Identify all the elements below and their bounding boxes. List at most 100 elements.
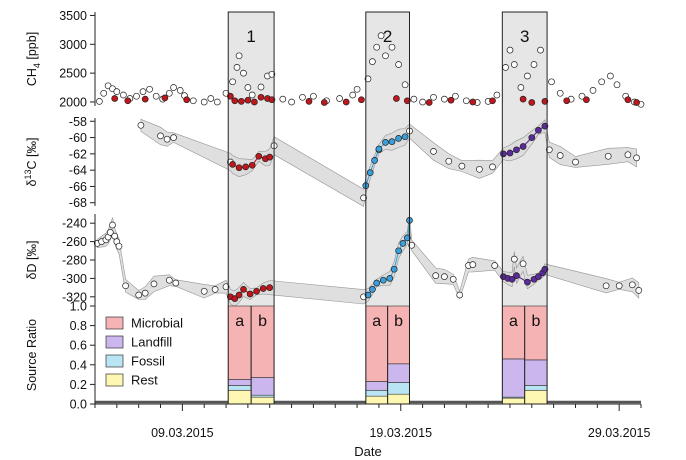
data-point-background: [369, 58, 376, 65]
data-point-background: [170, 134, 177, 141]
data-point-microbial: [229, 161, 236, 168]
y-tick-label: -68: [69, 196, 87, 210]
data-point-landfill: [513, 146, 520, 154]
data-point-background: [288, 98, 295, 106]
data-point-background: [506, 46, 514, 54]
data-point-fossil: [382, 139, 389, 146]
y-tick-label: -260: [62, 235, 87, 249]
data-point-fossil: [390, 265, 398, 273]
data-point-microbial: [563, 97, 571, 105]
data-point-fossil: [375, 145, 383, 153]
data-point-fossil: [379, 276, 387, 284]
data-point-fossil: [366, 169, 374, 176]
y-tick-label: 0.2: [70, 378, 87, 392]
data-point-microbial: [393, 95, 400, 102]
data-point-background: [109, 221, 116, 229]
data-point-background: [502, 64, 509, 71]
data-point-background: [510, 61, 518, 68]
data-point-background: [120, 91, 127, 99]
data-point-background: [176, 87, 184, 94]
data-point-microbial: [111, 95, 119, 102]
ratio-bar-sublabel: b: [394, 313, 403, 330]
y-tick-label: 1.0: [70, 300, 87, 314]
legend-swatch-landfill: [105, 335, 124, 349]
ratio-bar-rest-3b: [524, 389, 548, 405]
data-point-background: [578, 92, 586, 100]
y-tick-label: -300: [62, 272, 87, 286]
ratio-bar-fossil-2a: [365, 389, 388, 397]
data-point-landfill: [535, 126, 542, 134]
data-point-background: [458, 162, 466, 170]
data-points: [93, 32, 645, 302]
data-point-microbial: [251, 98, 258, 106]
event-windows: 1 2 3: [228, 12, 548, 306]
data-point-background: [170, 84, 177, 91]
data-point-background: [96, 98, 103, 105]
data-point-microbial: [248, 161, 256, 169]
data-point-microbial: [519, 95, 527, 103]
data-point-landfill: [528, 134, 536, 141]
data-point-background: [299, 93, 306, 101]
data-point-background: [137, 121, 145, 129]
data-point-background: [382, 52, 389, 60]
data-point-background: [146, 85, 153, 93]
data-point-background: [556, 89, 564, 97]
data-point-microbial: [528, 99, 536, 106]
data-point-background: [419, 98, 426, 106]
data-point-fossil: [401, 133, 409, 141]
x-tick-label: 29.03.2015: [588, 426, 651, 440]
data-point-background: [122, 282, 129, 290]
ratio-bar-rest-1a: [227, 389, 252, 405]
data-point-landfill: [535, 273, 542, 280]
ratio-bar-fossil-2b: [387, 382, 410, 395]
y-tick-label: 3500: [59, 9, 87, 23]
data-point-microbial: [447, 96, 455, 104]
data-point-background: [545, 146, 553, 154]
y-tick-label: -240: [62, 217, 87, 231]
data-point-background: [476, 165, 483, 173]
data-point-landfill: [506, 149, 514, 157]
data-point-microbial: [268, 96, 276, 104]
data-point-background: [257, 83, 265, 91]
data-point-fossil: [364, 291, 372, 299]
y-tick-label: 3000: [59, 38, 87, 52]
data-point-background: [360, 194, 367, 202]
data-point-background: [524, 72, 531, 80]
data-point-microbial: [257, 93, 265, 101]
data-point-background: [548, 78, 555, 86]
data-point-background: [207, 95, 215, 102]
y-tick-label: 2500: [59, 67, 87, 81]
data-point-background: [113, 88, 121, 95]
y-tick-label: 2000: [59, 95, 87, 109]
y-tick-label: -58: [69, 115, 87, 129]
data-point-background: [139, 88, 147, 95]
data-point-background: [604, 152, 612, 160]
data-point-background: [229, 78, 236, 86]
data-point-background: [353, 85, 361, 93]
data-point-fossil: [373, 279, 381, 287]
data-point-background: [491, 262, 499, 269]
data-point-background: [310, 92, 317, 100]
data-point-microbial: [141, 95, 149, 103]
data-point-background: [493, 91, 501, 99]
legend-swatch-fossil: [105, 354, 124, 368]
data-point-background: [135, 291, 143, 299]
event-window-label: 1: [246, 27, 255, 46]
data-point-microbial: [266, 284, 274, 291]
ratio-bar-sublabel: a: [509, 313, 518, 330]
data-point-background: [349, 91, 357, 99]
y-tick-label: -66: [69, 180, 87, 194]
data-point-background: [441, 273, 448, 280]
y-tick-label: -60: [69, 131, 87, 145]
data-point-landfill: [508, 275, 516, 283]
ratio-bar-sublabel: a: [235, 313, 244, 330]
event-window-label: 3: [520, 27, 529, 46]
ratio-bar-sublabel: b: [531, 313, 540, 330]
data-point-microbial: [403, 97, 411, 105]
data-point-background: [235, 52, 243, 60]
legend-label-rest: Rest: [131, 373, 158, 388]
data-point-background: [248, 91, 256, 99]
data-point-background: [408, 241, 416, 249]
y-tick-label: 0.6: [70, 339, 87, 353]
